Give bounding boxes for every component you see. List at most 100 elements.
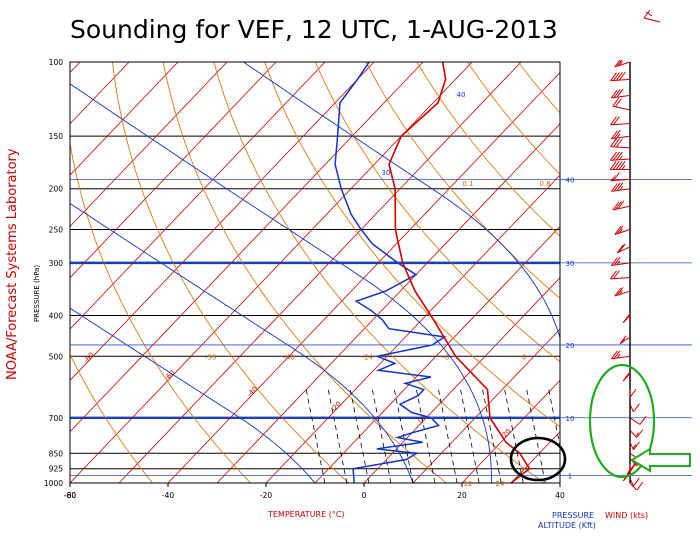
wind-barb — [610, 270, 631, 280]
wind-barb — [610, 172, 631, 182]
temperature-tick-label: -80 — [64, 491, 76, 500]
wind-barb — [629, 403, 640, 413]
isotherm-line — [216, 123, 560, 483]
mixing-ratio-line — [438, 389, 458, 483]
mixing-ratio-line — [526, 389, 546, 483]
pressure-tick-label: 700 — [49, 414, 64, 423]
dry-adiabat-label: 8 — [522, 353, 526, 361]
wind-barb — [610, 151, 631, 161]
wind-barb-feather — [614, 60, 621, 68]
isotherm-label: -80 — [82, 351, 96, 365]
wind-barb-feather — [610, 72, 617, 82]
moist-adiabat-line — [70, 83, 492, 483]
wind-label: WIND (kts) — [605, 511, 648, 520]
wind-barb — [614, 60, 631, 68]
low-level-wind-oval — [588, 363, 656, 479]
dry-adiabat-line — [569, 62, 700, 483]
wind-barb-feather — [636, 481, 644, 490]
isotherm-line — [412, 328, 560, 483]
wind-barb — [614, 286, 631, 297]
moist-adiabat-label: 40 — [457, 91, 466, 99]
isotherm-label: 0 — [417, 416, 426, 425]
temperature-axis-label: TEMPERATURE (°C) — [267, 510, 345, 519]
dry-adiabat-line — [620, 62, 700, 483]
dry-adiabat-line — [517, 62, 560, 114]
mixing-ratio-line — [371, 389, 392, 483]
wind-barb-feather — [612, 161, 620, 170]
wind-barb-feather — [610, 257, 618, 266]
dry-adiabat-label: -40 — [283, 353, 294, 361]
wind-barb — [629, 477, 640, 487]
wind-barb-feather — [613, 182, 621, 192]
pressure-tick-label: 1000 — [44, 479, 63, 488]
mixing-ratio-label: 24 — [496, 480, 505, 488]
lab-credit: NOAA/Forecast Systems Laboratory — [5, 148, 20, 380]
wind-barb-feather — [615, 201, 622, 210]
wind-barb-feather — [613, 256, 621, 266]
wind-barb-feather — [610, 116, 617, 126]
wind-barb — [629, 416, 647, 425]
wind-barb-feather — [615, 72, 623, 81]
wind-barb-feather — [616, 286, 624, 296]
wind-barb-shaft — [629, 482, 638, 490]
wind-barb-feather — [636, 429, 644, 438]
wind-barb-feather — [614, 287, 622, 297]
altitude-label: ALTITUDE (Kft) — [538, 521, 596, 530]
wind-barb-feather — [610, 350, 618, 360]
isotherm-label: 20 — [501, 427, 513, 439]
isotherm-line — [70, 62, 228, 228]
pressure-tick-label: 925 — [49, 465, 64, 474]
altitude-tick-label: 20 — [566, 342, 575, 350]
mixing-ratio-label: 0.8 — [539, 180, 550, 188]
moist-adiabat-label: 30 — [382, 169, 391, 177]
wind-barb-feather — [616, 182, 624, 191]
moist-adiabat-line — [70, 202, 414, 483]
wind-barb-feather — [609, 161, 617, 170]
wind-barb-shaft — [629, 404, 634, 413]
mixing-ratio-line — [548, 389, 560, 449]
dry-adiabat-line — [365, 62, 560, 299]
wind-barb-feather — [618, 243, 626, 253]
mixing-ratio-line — [305, 389, 326, 483]
wind-barb-feather — [612, 201, 620, 211]
altitude-tick-label: 1 — [568, 473, 572, 481]
wind-barb-half-feather — [616, 260, 621, 266]
wind-barb — [629, 429, 644, 438]
diagram-grid: -160-140-120-100-80-60-40-20020-56-40-24… — [70, 62, 700, 483]
isotherm-line — [70, 62, 375, 381]
pressure-axis-label: PRESSURE (hPa) — [33, 265, 41, 322]
wind-barb-feather — [615, 98, 622, 107]
wind-barb-feather — [613, 130, 621, 139]
wind-barb — [616, 243, 631, 254]
wind-column — [609, 9, 661, 490]
wind-barb-half-feather — [618, 155, 623, 161]
dry-adiabat-line — [467, 62, 560, 175]
mixing-ratio-line — [327, 389, 348, 483]
wind-barb-feather — [613, 116, 620, 125]
dry-adiabat-line — [314, 62, 560, 363]
dry-adiabat-label: -56 — [205, 353, 217, 361]
wind-barb-feather — [610, 130, 618, 140]
dry-adiabat-label: -8 — [442, 353, 449, 361]
wind-barb-feather — [616, 88, 624, 98]
wind-barb-feather — [622, 372, 630, 382]
wind-barb — [622, 313, 631, 324]
dry-adiabat-line — [213, 62, 545, 483]
dry-adiabat-line — [111, 62, 349, 483]
dry-adiabat-line — [264, 62, 560, 428]
wind-barb — [629, 481, 644, 490]
wind-barb-feather — [610, 138, 617, 147]
isotherm-label: -20 — [329, 400, 343, 414]
dry-adiabat-line — [162, 62, 447, 483]
isotherm-label: -40 — [245, 385, 259, 399]
moist-adiabat-line — [243, 62, 560, 483]
mixing-ratio-line — [416, 389, 436, 483]
wind-barb-half-feather — [616, 133, 621, 139]
wind-barb — [619, 335, 631, 345]
pressure-tick-label: 200 — [49, 185, 64, 194]
wind-barb-feather — [617, 200, 625, 210]
isotherm-line — [70, 62, 277, 279]
wind-barb-feather — [615, 138, 623, 148]
wind-barb-feather — [613, 89, 621, 98]
wind-barb — [610, 116, 631, 126]
